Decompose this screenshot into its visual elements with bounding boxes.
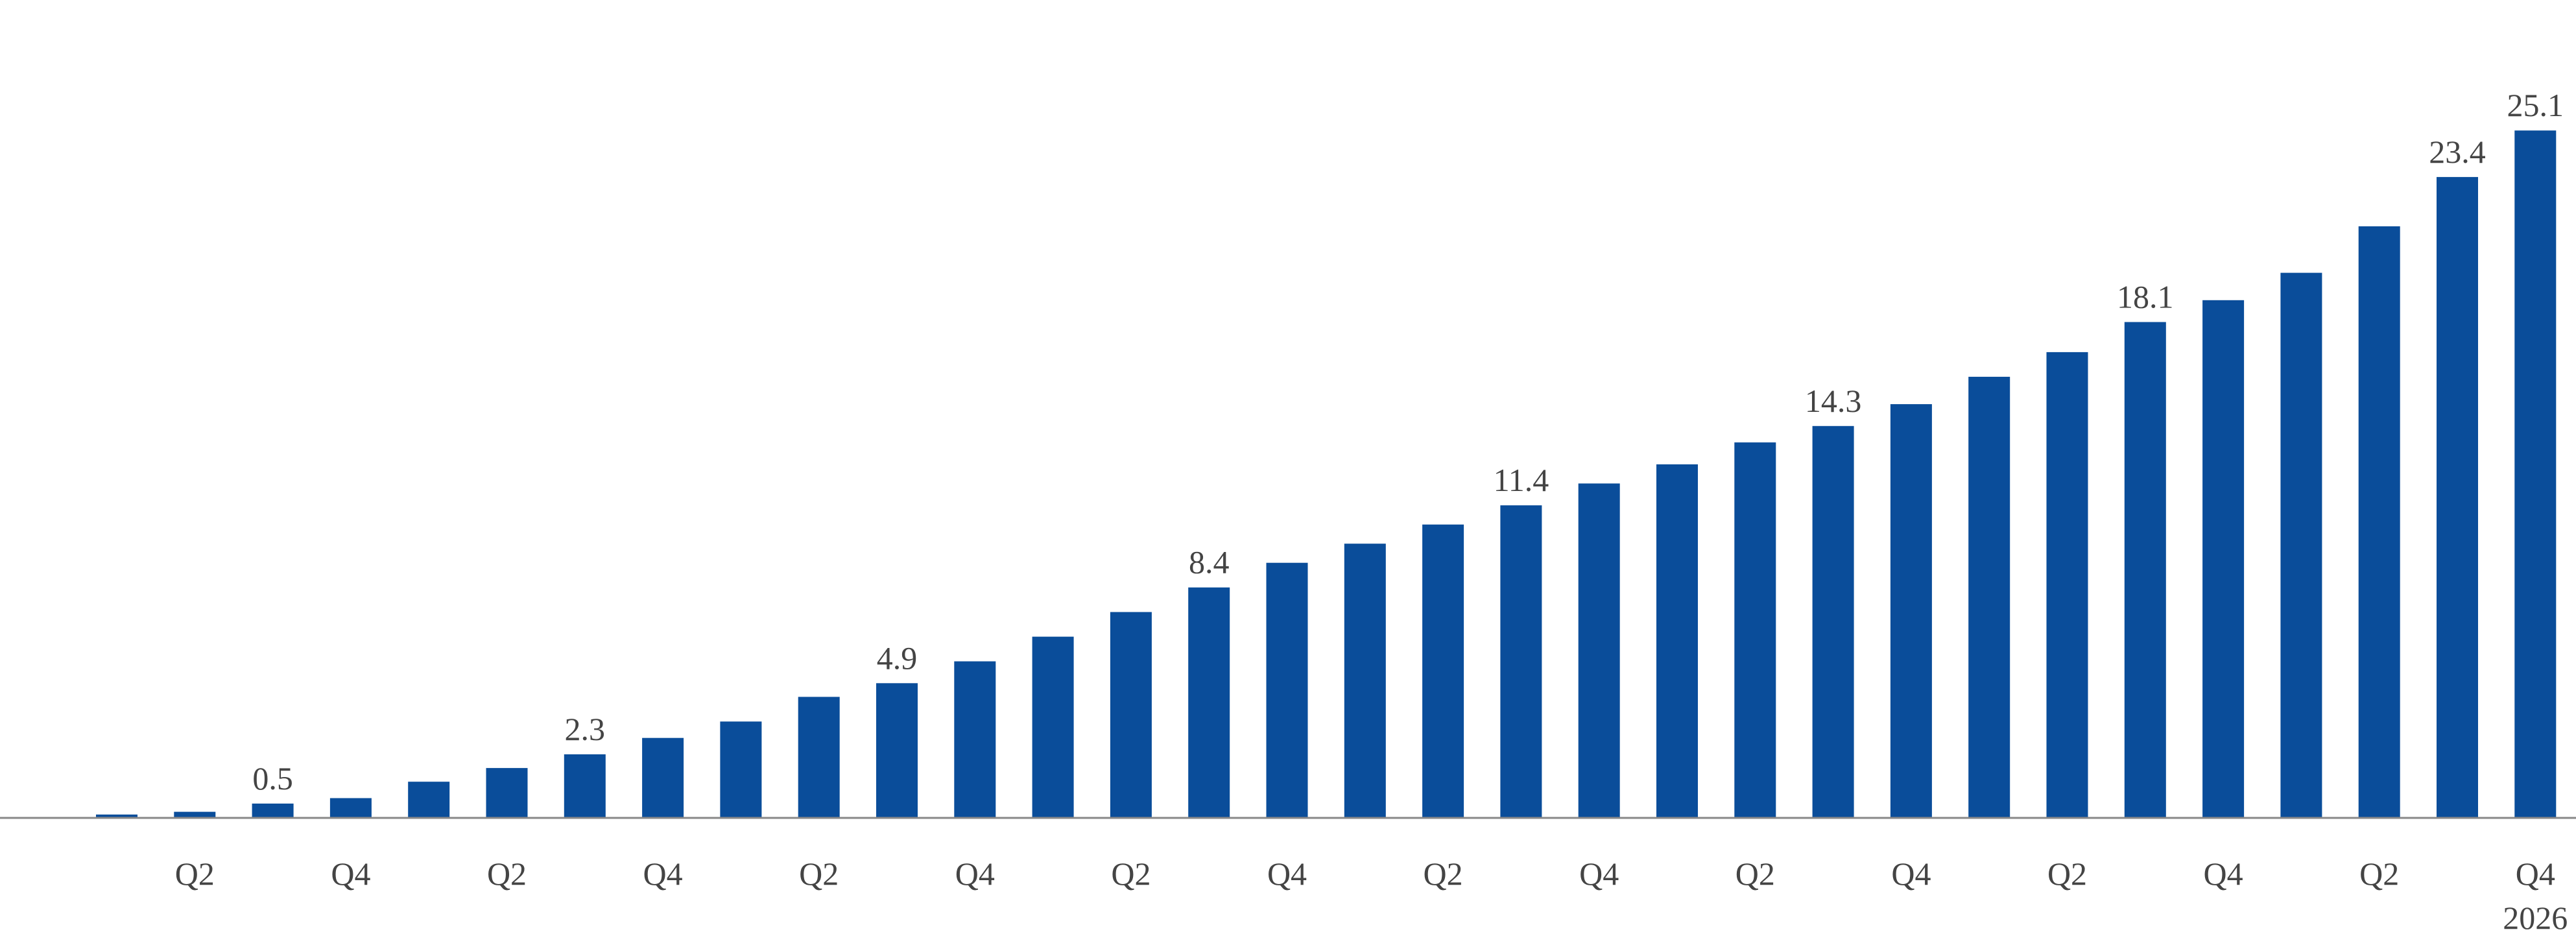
- bar: [174, 811, 216, 817]
- data-label: 2.3: [565, 711, 606, 747]
- bar: [408, 782, 450, 817]
- year-label: 2026: [2503, 900, 2568, 934]
- bar: [1578, 483, 1620, 817]
- bar: [2280, 272, 2322, 818]
- x-tick-label: Q2: [175, 856, 215, 892]
- bar: [1656, 464, 1698, 817]
- bar: [96, 814, 137, 817]
- x-tick-label: Q2: [1111, 856, 1151, 892]
- x-tick-label: Q4: [643, 856, 683, 892]
- data-label: 0.5: [252, 760, 293, 796]
- data-label: 4.9: [877, 640, 918, 676]
- bar: [1812, 425, 1854, 817]
- bar: [1110, 612, 1152, 817]
- x-tick-label: Q4: [1579, 856, 1619, 892]
- bar: [798, 697, 840, 817]
- x-tick-label: Q2: [799, 856, 839, 892]
- x-tick-label: Q4: [2204, 856, 2243, 892]
- bar: [1734, 442, 1776, 817]
- data-labels-group: 0.5 2.3 4.9 8.4 11.4 14.3 18.1 23.4 25.1: [252, 87, 2564, 796]
- bar: [2358, 226, 2400, 817]
- x-tick-label: Q2: [1735, 856, 1775, 892]
- bar: [2514, 130, 2557, 818]
- bar: [1188, 587, 1230, 817]
- data-label: 23.4: [2429, 134, 2486, 170]
- x-tick-label: Q4: [1891, 856, 1931, 892]
- data-label: 11.4: [1494, 462, 1549, 498]
- bar: [2046, 352, 2088, 817]
- bar: [954, 661, 996, 817]
- x-tick-label: Q4: [1267, 856, 1307, 892]
- bar: [1422, 524, 1464, 817]
- bar: [720, 721, 762, 817]
- bar: [486, 768, 528, 817]
- bar: [252, 803, 294, 817]
- x-tick-label: Q2: [1424, 856, 1463, 892]
- bars-group: [96, 130, 2557, 818]
- x-tick-label: Q2: [487, 856, 527, 892]
- tick-labels-group: Q2 Q4 Q2 Q4 Q2 Q4 Q2 Q4 Q2 Q4 Q2 Q4 Q2 Q4 Q2 Q4: [175, 856, 2555, 892]
- bar: [1890, 404, 1932, 817]
- data-label: 14.3: [1805, 383, 1862, 419]
- data-label: 8.4: [1189, 544, 1230, 581]
- bar: [876, 683, 918, 817]
- bar: [1500, 505, 1542, 817]
- bar: [2124, 322, 2166, 817]
- x-tick-label: Q4: [2516, 856, 2555, 892]
- bar: [1032, 636, 1074, 817]
- x-tick-label: Q4: [331, 856, 370, 892]
- bar: [1344, 544, 1386, 817]
- bar: [329, 798, 372, 817]
- bar: [642, 737, 684, 817]
- data-label: 25.1: [2507, 87, 2564, 123]
- bar: [2437, 176, 2478, 817]
- data-label: 18.1: [2117, 279, 2174, 315]
- bar: [1968, 376, 2010, 817]
- bar: [1266, 562, 1308, 817]
- x-tick-label: Q4: [955, 856, 995, 892]
- bar: [564, 754, 606, 817]
- bar: [2202, 300, 2245, 817]
- x-tick-label: Q2: [2359, 856, 2399, 892]
- x-tick-label: Q2: [2047, 856, 2087, 892]
